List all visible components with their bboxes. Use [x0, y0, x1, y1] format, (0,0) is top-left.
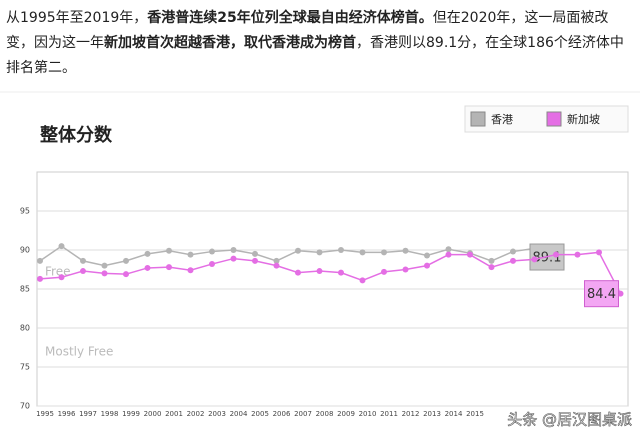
x-tick-label: 2004: [230, 410, 248, 418]
x-tick-label: 1998: [101, 410, 119, 418]
x-tick-label: 2009: [337, 410, 355, 418]
data-point: [230, 247, 237, 253]
legend-swatch: [546, 111, 562, 127]
data-point: [230, 255, 237, 262]
value-label: 84.4: [587, 287, 616, 302]
data-point: [273, 257, 280, 264]
data-point: [402, 266, 409, 273]
band-label: Free: [45, 265, 70, 279]
data-point: [424, 262, 430, 269]
x-tick-label: 2000: [144, 410, 162, 418]
data-point: [273, 262, 280, 269]
data-point: [144, 250, 151, 257]
legend-label: 新加坡: [567, 112, 600, 126]
data-point: [338, 269, 344, 276]
x-tick-label: 1995: [36, 410, 54, 418]
x-tick-label: 2014: [445, 410, 463, 418]
x-tick-label: 2012: [402, 410, 420, 418]
bold-text: 香港普连续25年位列全球最自由经济体榜首。: [147, 10, 433, 26]
data-point: [381, 268, 387, 275]
data-point: [402, 247, 409, 254]
data-point: [37, 275, 43, 282]
x-tick-label: 1996: [58, 410, 76, 418]
x-tick-label: 2011: [380, 410, 398, 418]
legend-label: 香港: [491, 113, 513, 126]
data-point: [359, 277, 366, 284]
data-point: [316, 268, 323, 275]
x-tick-label: 1999: [122, 410, 140, 418]
data-point: [37, 257, 43, 264]
series-line: [39, 251, 622, 295]
article-paragraph: 从1995年至2019年，香港普连续25年位列全球最自由经济体榜首。但在2020…: [6, 6, 634, 81]
data-point: [144, 264, 151, 271]
y-tick-label: 75: [20, 363, 30, 372]
data-point: [295, 247, 301, 254]
data-point: [209, 248, 215, 255]
y-tick-label: 95: [20, 207, 30, 216]
data-point: [488, 257, 495, 264]
data-point: [123, 257, 129, 264]
data-point: [252, 250, 258, 257]
x-tick-label: 2010: [359, 410, 377, 418]
data-point: [58, 274, 65, 281]
data-point: [166, 264, 172, 271]
data-point: [58, 243, 65, 250]
y-tick-label: 90: [20, 246, 30, 255]
y-tick-label: 70: [20, 402, 30, 411]
data-point: [445, 251, 452, 258]
data-point: [187, 251, 194, 258]
data-point: [123, 271, 129, 278]
data-point: [187, 267, 194, 274]
data-point: [252, 257, 258, 264]
data-point: [359, 249, 366, 256]
data-point: [467, 251, 473, 258]
data-point: [295, 269, 301, 276]
x-tick-label: 2015: [466, 410, 484, 418]
data-point: [209, 261, 215, 268]
text: 但在2020年，这一局面被改变，因为这一年: [6, 10, 609, 51]
data-point: [488, 264, 495, 271]
legend-swatch: [470, 111, 486, 127]
x-tick-label: 2006: [273, 410, 291, 418]
data-point: [510, 248, 516, 255]
data-point: [553, 251, 559, 258]
y-tick-label: 85: [20, 285, 30, 294]
data-point: [574, 251, 581, 258]
data-point: [445, 246, 452, 253]
x-tick-label: 2005: [251, 410, 269, 418]
x-tick-label: 2003: [208, 410, 226, 418]
data-point: [80, 268, 86, 275]
data-point: [510, 257, 516, 264]
data-point: [166, 247, 172, 254]
x-tick-label: 2002: [187, 410, 205, 418]
data-point: [381, 249, 387, 256]
text: 从1995年至2019年，: [6, 10, 148, 26]
x-tick-label: 1997: [79, 410, 97, 418]
bold-text: 新加坡首次超越香港，取代香港成为榜首: [104, 35, 356, 51]
data-point: [101, 270, 108, 277]
data-point: [424, 252, 430, 259]
data-point: [338, 247, 344, 253]
watermark: 头条 @居汉图桌派: [507, 411, 632, 429]
y-tick-label: 80: [20, 324, 30, 333]
x-tick-label: 2001: [165, 410, 183, 418]
data-point: [596, 249, 602, 256]
data-point: [316, 249, 323, 256]
value-label-box: [584, 280, 619, 308]
band-label: Mostly Free: [45, 345, 113, 359]
chart-title: 整体分数: [39, 124, 113, 146]
data-point: [80, 257, 86, 264]
text: ，香港则以89.1分，在全球186个经济体中排名第二。: [6, 35, 624, 76]
x-tick-label: 2008: [316, 410, 334, 418]
x-tick-label: 2007: [294, 410, 312, 418]
data-point: [101, 262, 108, 269]
x-tick-label: 2013: [423, 410, 441, 418]
data-point: [531, 256, 538, 263]
